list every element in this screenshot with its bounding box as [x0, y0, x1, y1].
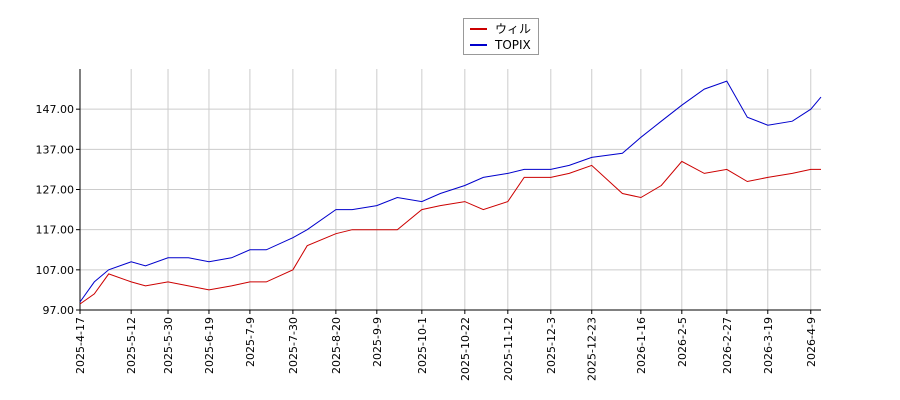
x-tick-label: 2025-7-9: [244, 317, 257, 367]
x-tick-label: 2025-8-20: [330, 317, 343, 374]
y-tick-label: 97.00: [43, 304, 75, 317]
x-tick-label: 2025-5-30: [162, 317, 175, 374]
y-tick-label: 127.00: [36, 184, 75, 197]
x-tick-label: 2025-11-12: [502, 317, 515, 381]
x-tick-label: 2026-4-9: [805, 317, 818, 367]
legend-label-will: ウィル: [495, 22, 532, 36]
x-tick-label: 2026-1-16: [635, 317, 648, 374]
x-tick-label: 2025-5-12: [125, 317, 138, 374]
x-tick-label: 2025-9-9: [371, 317, 384, 367]
legend-swatch-topix: [470, 43, 487, 46]
series-line-topix: [79, 80, 822, 303]
x-tick-label: 2025-7-30: [287, 317, 300, 374]
y-tick-label: 117.00: [36, 224, 75, 237]
x-tick-label: 2025-12-23: [586, 317, 599, 381]
x-tick-label: 2025-10-22: [459, 317, 472, 381]
y-tick-label: 107.00: [36, 264, 75, 277]
x-tick-label: 2025-10-1: [416, 317, 429, 374]
x-tick-label: 2025-12-3: [545, 317, 558, 374]
legend-swatch-will: [470, 27, 487, 30]
x-tick-label: 2026-2-5: [676, 317, 689, 367]
x-tick-label: 2026-2-27: [721, 317, 734, 374]
y-tick-label: 147.00: [36, 103, 75, 116]
x-tick-label: 2026-3-19: [762, 317, 775, 374]
y-tick-label: 137.00: [36, 143, 75, 156]
legend-item-topix: TOPIX: [470, 37, 531, 52]
legend: ウィル TOPIX: [463, 18, 539, 55]
x-tick-label: 2025-6-19: [203, 317, 216, 374]
legend-item-will: ウィル: [470, 21, 531, 36]
legend-label-topix: TOPIX: [495, 37, 531, 52]
series-line-will: [79, 160, 821, 305]
x-tick-label: 2025-4-17: [74, 317, 87, 374]
